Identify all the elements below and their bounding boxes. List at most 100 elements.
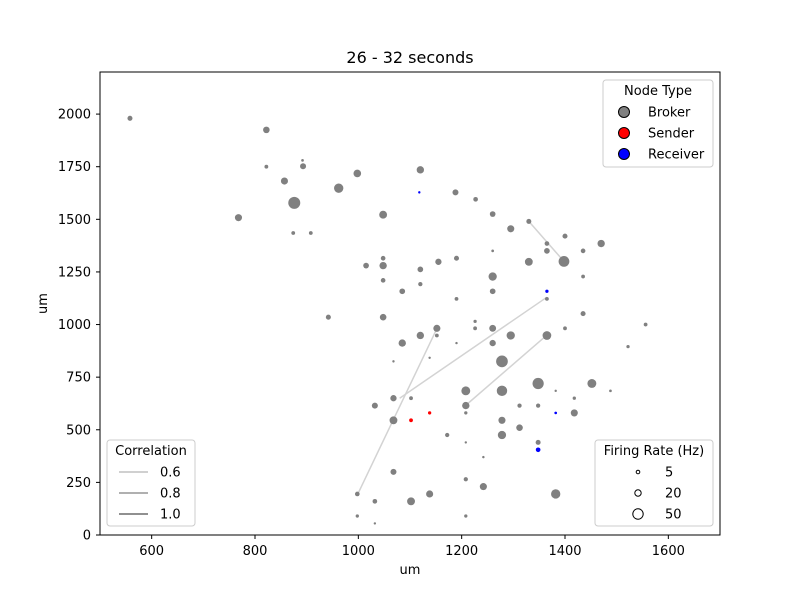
- broker-node: [418, 282, 423, 287]
- y-tick-label: 2000: [58, 108, 91, 123]
- broker-node: [551, 489, 561, 499]
- broker-node: [398, 339, 406, 347]
- y-tick-label: 1250: [58, 265, 91, 280]
- broker-node: [390, 395, 397, 402]
- broker-node: [280, 177, 289, 185]
- broker-node: [489, 211, 496, 217]
- broker-node: [372, 499, 378, 504]
- broker-node: [462, 401, 470, 410]
- broker-node: [392, 360, 395, 363]
- x-tick-label: 1000: [342, 544, 375, 559]
- broker-node: [433, 324, 441, 332]
- broker-node: [416, 166, 425, 174]
- x-tick-label: 1600: [652, 544, 685, 559]
- broker-node: [473, 319, 477, 324]
- neuron-nodes: [127, 115, 648, 525]
- broker-node: [399, 288, 406, 295]
- broker-node: [643, 322, 648, 327]
- receiver-node: [545, 289, 549, 293]
- legend-correlation-title: Correlation: [115, 444, 187, 459]
- broker-node: [325, 314, 331, 320]
- legend-node-type: Node Type Broker Sender Receiver: [602, 79, 714, 168]
- plot-frame: [99, 71, 721, 536]
- broker-node: [562, 233, 568, 239]
- y-tick-label: 1000: [58, 318, 91, 333]
- receiver-node: [554, 411, 558, 415]
- x-tick-label: 1400: [548, 544, 581, 559]
- broker-node: [409, 396, 413, 401]
- broker-node: [489, 339, 496, 347]
- broker-node: [455, 341, 458, 345]
- broker-node: [580, 311, 586, 317]
- legend-correlation-box: [106, 439, 196, 527]
- receiver-node: [535, 447, 541, 453]
- correlation-edge: [399, 296, 548, 399]
- broker-node: [263, 126, 270, 134]
- broker-node: [473, 326, 477, 331]
- broker-node: [389, 416, 398, 425]
- broker-node: [371, 402, 378, 409]
- broker-node: [354, 491, 360, 497]
- legend-node-type-box: [602, 79, 714, 168]
- sender-node: [409, 418, 413, 423]
- broker-node: [407, 497, 415, 506]
- broker-node: [626, 344, 630, 349]
- legend-receiver-label: Receiver: [648, 148, 705, 163]
- broker-node: [580, 248, 586, 254]
- y-axis-label: um: [36, 293, 51, 314]
- correlation-edge: [463, 334, 548, 408]
- broker-node: [497, 430, 507, 440]
- broker-node: [464, 441, 467, 444]
- x-tick-label: 600: [139, 544, 164, 559]
- legend-rate-label-20: 20: [665, 487, 682, 502]
- y-tick-label: 1750: [58, 160, 91, 175]
- broker-node: [417, 266, 424, 273]
- broker-node: [498, 416, 506, 424]
- x-axis-label: um: [400, 563, 421, 578]
- broker-node: [334, 183, 344, 193]
- broker-node: [516, 424, 523, 431]
- legend-sender-label: Sender: [648, 127, 695, 142]
- y-tick-label: 750: [66, 371, 91, 386]
- broker-node: [597, 239, 605, 248]
- broker-node: [479, 483, 487, 491]
- legend-corr-label-1-0: 1.0: [160, 508, 181, 523]
- broker-node: [482, 455, 485, 459]
- legend-corr-label-0-6: 0.6: [160, 466, 181, 481]
- broker-node: [535, 439, 541, 445]
- broker-node: [587, 379, 597, 388]
- broker-node: [308, 231, 313, 235]
- broker-node: [517, 403, 522, 408]
- correlation-edges: [357, 220, 565, 494]
- broker-node: [507, 225, 515, 233]
- broker-node: [234, 214, 243, 222]
- broker-node: [488, 272, 497, 281]
- broker-node: [353, 169, 362, 178]
- broker-node: [563, 326, 567, 331]
- legend-rate-marker-5: [635, 469, 641, 475]
- broker-node: [461, 386, 471, 396]
- broker-node: [489, 324, 497, 332]
- y-tick-label: 500: [66, 423, 91, 438]
- broker-node: [463, 477, 468, 482]
- broker-node: [473, 196, 478, 202]
- broker-node: [380, 278, 386, 283]
- x-tick-label: 1200: [445, 544, 478, 559]
- legend-rate-marker-20: [634, 489, 642, 497]
- legend-corr-label-0-8: 0.8: [160, 487, 181, 502]
- broker-node: [435, 258, 442, 265]
- broker-node: [454, 296, 459, 301]
- broker-node: [291, 231, 296, 235]
- legend-receiver-marker: [618, 148, 630, 160]
- broker-node: [542, 331, 552, 340]
- broker-node: [380, 255, 386, 261]
- broker-node: [491, 249, 495, 253]
- broker-node: [464, 514, 468, 518]
- broker-node: [428, 356, 431, 359]
- broker-node: [416, 331, 425, 340]
- broker-node: [301, 159, 304, 162]
- broker-node: [544, 248, 550, 254]
- legend-broker-marker: [618, 106, 630, 118]
- broker-node: [373, 522, 377, 525]
